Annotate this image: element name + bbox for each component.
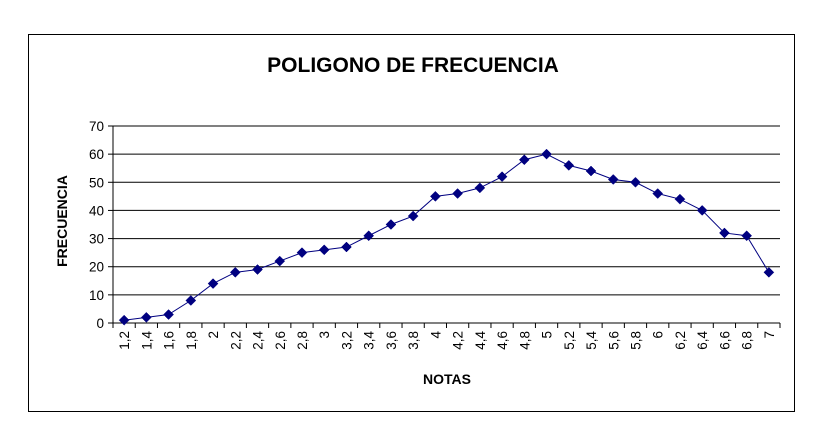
x-axis-label: NOTAS	[423, 371, 471, 387]
x-tick-label: 2	[206, 331, 221, 339]
data-point	[407, 210, 419, 222]
data-point	[696, 205, 708, 216]
x-tick-label: 1,4	[139, 331, 154, 350]
y-axis-label: FRECUENCIA	[54, 175, 70, 267]
data-point	[496, 171, 508, 183]
x-tick-label: 4,2	[451, 331, 466, 350]
data-point	[585, 165, 597, 177]
x-tick-label: 5,2	[562, 331, 577, 350]
x-tick-label: 6	[651, 331, 666, 339]
data-point	[385, 219, 397, 230]
x-tick-label: 4,8	[517, 331, 532, 350]
data-point	[118, 314, 130, 326]
data-point	[541, 148, 552, 160]
data-point	[741, 230, 753, 242]
x-tick-label: 4	[428, 331, 443, 339]
gridlines	[113, 125, 780, 296]
x-tick-label: 5	[540, 331, 555, 339]
x-tick-label: 5,8	[628, 331, 643, 350]
data-point	[140, 312, 152, 323]
data-point	[252, 264, 263, 275]
data-point	[607, 174, 619, 185]
data-point	[207, 278, 219, 289]
x-tick-label: 5,4	[584, 331, 599, 350]
data-point	[719, 227, 730, 239]
x-tick-label: 6,4	[695, 331, 710, 350]
y-tick-label: 30	[89, 232, 104, 247]
data-point	[563, 160, 575, 171]
x-tick-label: 5,6	[606, 331, 621, 350]
x-tick-labels: 1,2 1,4 1,6 1,8 2 2,2 2,4 2,6 2,8 3 3,2 3,4 3,6 3,8 4 4…	[117, 331, 777, 350]
y-tick-label: 0	[96, 316, 104, 331]
y-tick-label: 20	[89, 260, 104, 275]
data-point	[630, 176, 641, 188]
x-tick-label: 3	[317, 331, 332, 339]
x-tick-label: 6,6	[717, 331, 732, 350]
axes	[108, 125, 781, 328]
x-tick-label: 2,8	[295, 331, 310, 350]
x-tick-label: 1,2	[117, 331, 132, 350]
x-tick-label: 3,6	[384, 331, 399, 350]
y-tick-label: 70	[89, 119, 104, 134]
x-tick-label: 7	[762, 331, 777, 339]
x-tick-label: 3,4	[362, 331, 377, 350]
data-point	[229, 266, 241, 278]
data-point	[674, 193, 686, 205]
y-tick-label: 50	[89, 175, 104, 190]
y-tick-label: 40	[89, 203, 104, 218]
x-tick-label: 6,8	[740, 331, 755, 350]
y-tick-label: 60	[89, 147, 104, 162]
x-tick-label: 6,2	[673, 331, 688, 350]
data-point	[430, 191, 441, 202]
data-point	[341, 241, 352, 253]
x-tick-label: 1,8	[184, 331, 199, 350]
data-point	[763, 266, 775, 278]
x-tick-label: 2,4	[251, 331, 266, 350]
x-tick-label: 3,8	[406, 331, 421, 350]
data-point	[163, 309, 174, 320]
y-tick-labels: 0 10 20 30 40 50 60 70	[89, 119, 104, 331]
x-tick-label: 1,6	[162, 331, 177, 350]
series	[118, 148, 775, 326]
x-tick-label: 4,4	[473, 331, 488, 350]
chart-frame	[28, 34, 795, 412]
y-tick-label: 10	[89, 288, 104, 303]
x-tick-label: 4,6	[495, 331, 510, 350]
data-point	[363, 230, 375, 242]
x-tick-label: 2,2	[228, 331, 243, 350]
data-point	[652, 188, 664, 199]
x-tick-label: 2,6	[273, 331, 288, 350]
data-point	[474, 182, 486, 194]
x-tick-label: 3,2	[339, 331, 354, 350]
data-point	[185, 295, 197, 306]
data-point	[518, 154, 530, 166]
data-point	[318, 244, 330, 256]
chart-title: POLIGONO DE FRECUENCIA	[267, 54, 559, 77]
data-point	[452, 188, 463, 199]
data-point	[296, 247, 308, 258]
data-point	[274, 255, 286, 267]
